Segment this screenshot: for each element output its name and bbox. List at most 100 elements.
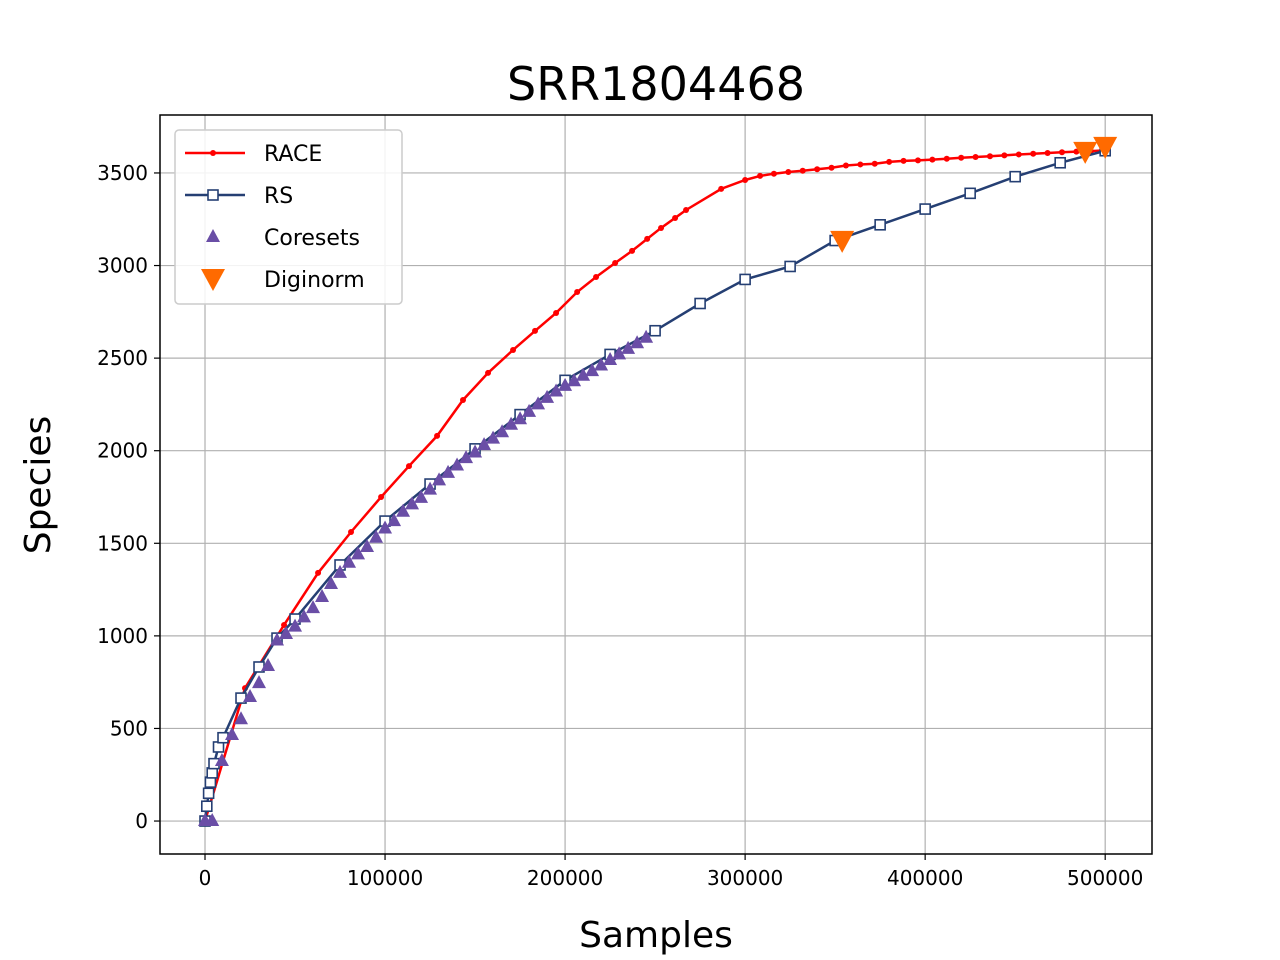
point [441,464,456,478]
point [742,176,749,183]
x-tick-label: 0 [199,866,212,890]
point [202,787,215,800]
chart-title: SRR1804468 [507,57,805,111]
point [306,600,321,614]
point [214,753,229,767]
legend-label: RS [264,184,293,209]
point [468,444,483,458]
legend-label: RACE [264,142,322,167]
point [261,658,276,672]
point [324,576,339,590]
point [567,373,582,387]
y-tick-label: 0 [135,809,148,833]
point [387,513,402,527]
y-tick-label: 1000 [97,624,148,648]
point [270,632,285,646]
point [585,363,600,377]
x-tick-label: 400000 [887,866,963,890]
point [342,554,357,568]
point [486,430,501,444]
point [644,235,651,242]
y-tick-label: 3500 [97,161,148,185]
point [206,229,220,242]
point [378,520,393,534]
point [297,609,312,623]
point [1093,136,1118,159]
point [593,274,600,281]
y-axis-label: Species [18,416,59,555]
point [460,396,467,403]
grid: 0 100000 200000 300000 400000 500000 0 500 1000 1… [97,115,1152,890]
point [770,170,777,177]
point [369,529,384,543]
y-tick-label: 2500 [97,346,148,370]
point [1058,149,1065,156]
point [348,528,355,535]
y-tick-label: 500 [110,716,148,740]
point [234,711,249,725]
legend-box [174,129,403,305]
point [757,172,764,179]
x-tick-label: 500000 [1067,866,1143,890]
legend-label: Coresets [264,226,360,251]
point [281,621,288,628]
point [553,309,560,316]
point [459,450,474,464]
point [576,367,591,381]
point [630,335,645,349]
point [205,813,220,827]
point [929,156,936,163]
point [351,546,366,560]
point [739,273,751,286]
point [378,493,385,500]
point [1001,152,1008,159]
y-tick-label: 1500 [97,531,148,555]
point [510,346,517,353]
point [315,569,322,576]
point [900,157,907,164]
point [1015,151,1022,158]
point [432,472,447,486]
point [943,155,950,162]
legend-label: Diginorm [264,268,365,293]
point [672,214,679,221]
point [1073,141,1098,164]
point [972,154,979,161]
legend: RACE RS Coresets Diginorm [174,129,403,305]
point [919,203,931,215]
point [405,463,412,470]
y-tick-label: 2000 [97,439,148,463]
point [513,411,528,425]
x-tick-label: 100000 [347,866,423,890]
point [210,150,216,156]
plot-frame [159,114,1153,855]
point [207,189,219,201]
point [360,538,375,552]
point [333,564,348,578]
point [201,269,225,291]
point [612,259,619,266]
point [828,164,835,171]
x-tick-label: 200000 [527,866,603,890]
x-tick-label: 300000 [707,866,783,890]
point [531,396,546,410]
point [639,329,654,343]
point [434,432,441,439]
point [683,206,690,213]
plot [198,136,1118,827]
point [495,424,510,438]
point [799,167,806,174]
point [649,324,661,337]
point [785,169,792,176]
point [986,153,993,160]
point [423,481,438,495]
point [621,340,636,354]
point [532,327,539,334]
point [477,437,492,451]
point [504,416,519,430]
point [857,161,864,168]
point [784,260,796,273]
point [594,357,609,371]
point [694,297,706,310]
